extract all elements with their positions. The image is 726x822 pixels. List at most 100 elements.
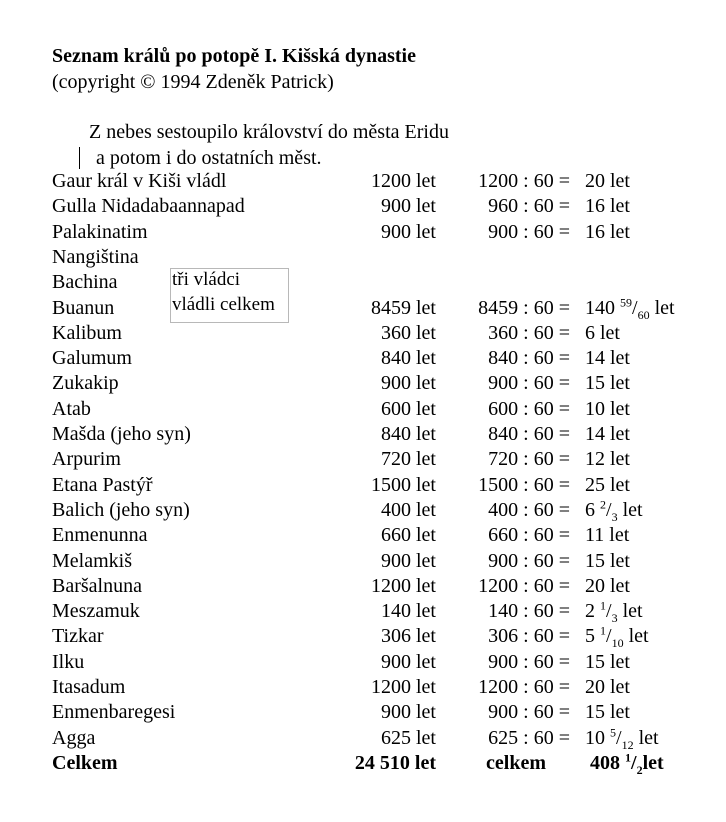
division: 1200 : 60 = [478,574,570,597]
reign-years: 900 let [381,372,436,395]
division: 1200 : 60 = [478,676,570,698]
result: 14 let [585,422,630,446]
table-row: Itasadum 1200 let 1200 : 60 = 20 let [0,675,726,700]
result-whole: 15 [585,650,605,673]
reign-years: 1200 let [371,170,436,192]
result-whole: 408 [590,751,620,774]
table-row: Agga 625 let 625 : 60 = 10 5/12 let [0,726,726,751]
division: 8459 : 60 = [478,296,570,319]
division: 360 : 60 = [488,321,570,344]
reign-years: 24 510 let [354,751,436,774]
table-row: Meszamuk 140 let 140 : 60 = 2 1/3 let [0,599,726,624]
division: 660 : 60 = [488,524,570,547]
result: 16 let [585,194,630,218]
result: 10 5/12 let [585,724,659,752]
division: 900 : 60 = [488,220,570,243]
king-name: Itasadum [52,676,126,698]
result: 15 let [585,650,630,674]
king-name: Etana Pastýř [52,473,153,496]
reign-years: 8459 let [371,296,436,319]
result: 2 1/3 let [585,598,643,626]
division: 960 : 60 = [488,195,570,218]
king-name: Ilku [52,650,85,673]
table-row: Bachina [0,270,726,295]
result-whole: 25 [585,473,605,496]
result: 6 let [585,321,620,345]
result-unit: let [610,549,630,572]
king-name: Melamkiš [52,549,132,572]
reign-years: 900 let [381,549,436,572]
division: 1200 : 60 = [478,170,570,192]
result: 20 let [585,675,630,699]
division: 625 : 60 = [488,726,570,749]
table-row: Etana Pastýř 1500 let 1500 : 60 = 25 let [0,473,726,498]
result: 11 let [585,523,629,547]
king-name: Atab [52,397,91,420]
reign-years: 306 let [381,625,436,648]
fraction-numerator: 1 [600,598,606,613]
fraction-numerator: 59 [620,294,632,309]
result-whole: 15 [585,701,605,724]
result-whole: 10 [585,397,605,420]
reign-years: 360 let [381,321,436,344]
result-unit: let [622,600,643,623]
fraction-denominator: 60 [637,307,650,322]
result: 6 2/3 let [585,497,643,524]
king-name: Zukakip [52,372,119,395]
result-unit: let [610,701,630,724]
result-unit: let [600,321,620,344]
intro-line-1: Z nebes sestoupilo království do města E… [89,121,449,143]
king-name: Arpurim [52,448,121,471]
king-name: Balich (jeho syn) [52,498,190,521]
reign-years: 840 let [381,423,436,445]
reign-years: 600 let [381,397,436,420]
reign-years: 1200 let [371,676,436,698]
fraction-denominator: 3 [611,509,618,524]
reign-years: 140 let [381,600,436,623]
total-row: Celkem 24 510 let celkem 408 1/2let [0,751,726,776]
result-whole: 20 [585,574,605,597]
result-unit: let [609,524,630,547]
result-unit: let [622,498,643,521]
table-row: Gaur král v Kiši vládl 1200 let 1200 : 60 … [0,169,726,194]
result: 408 1/2let [590,750,664,777]
division: 600 : 60 = [488,397,570,420]
result-unit: let [610,448,630,471]
result-whole: 20 [585,170,605,192]
note-line-1: tři vládci [172,269,241,290]
table-row: Arpurim 720 let 720 : 60 = 12 let [0,447,726,472]
division: 900 : 60 = [488,650,570,673]
result: 10 let [585,397,630,421]
result: 14 let [585,346,630,370]
reign-years: 900 let [381,220,436,243]
result: 15 let [585,549,630,573]
fraction-denominator: 10 [611,636,624,651]
result: 16 let [585,220,630,244]
reign-years: 1500 let [371,473,436,496]
result-whole: 20 [585,676,605,698]
division: 306 : 60 = [488,625,570,648]
result-whole: 5 [585,625,595,648]
reign-years: 840 let [381,347,436,370]
result: 140 59/60 let [585,294,675,322]
result: 20 let [585,574,630,598]
king-name: Gaur král v Kiši vládl [52,170,227,192]
result-whole: 15 [585,549,605,572]
king-name: Mašda (jeho syn) [52,423,191,445]
reign-years: 720 let [381,448,436,471]
king-name: Enmenunna [52,524,148,547]
fraction-numerator: 5 [610,724,616,739]
table-row: Gulla Nidadabaannapad 900 let 960 : 60 = 16… [0,194,726,219]
result-unit: let [610,220,630,243]
division: 840 : 60 = [488,347,570,370]
intro-line-2: a potom i do ostatních měst. [96,147,322,169]
result-unit: let [610,676,630,698]
result-unit: let [642,751,664,774]
division: 140 : 60 = [488,600,570,623]
result-unit: let [610,170,630,192]
division: 840 : 60 = [488,423,570,445]
king-name: Celkem [52,751,118,774]
note-text-box[interactable]: tři vládci vládli celkem [170,268,289,323]
table-row: Zukakip 900 let 900 : 60 = 15 let [0,371,726,396]
king-name: Enmenbaregesi [52,701,176,724]
